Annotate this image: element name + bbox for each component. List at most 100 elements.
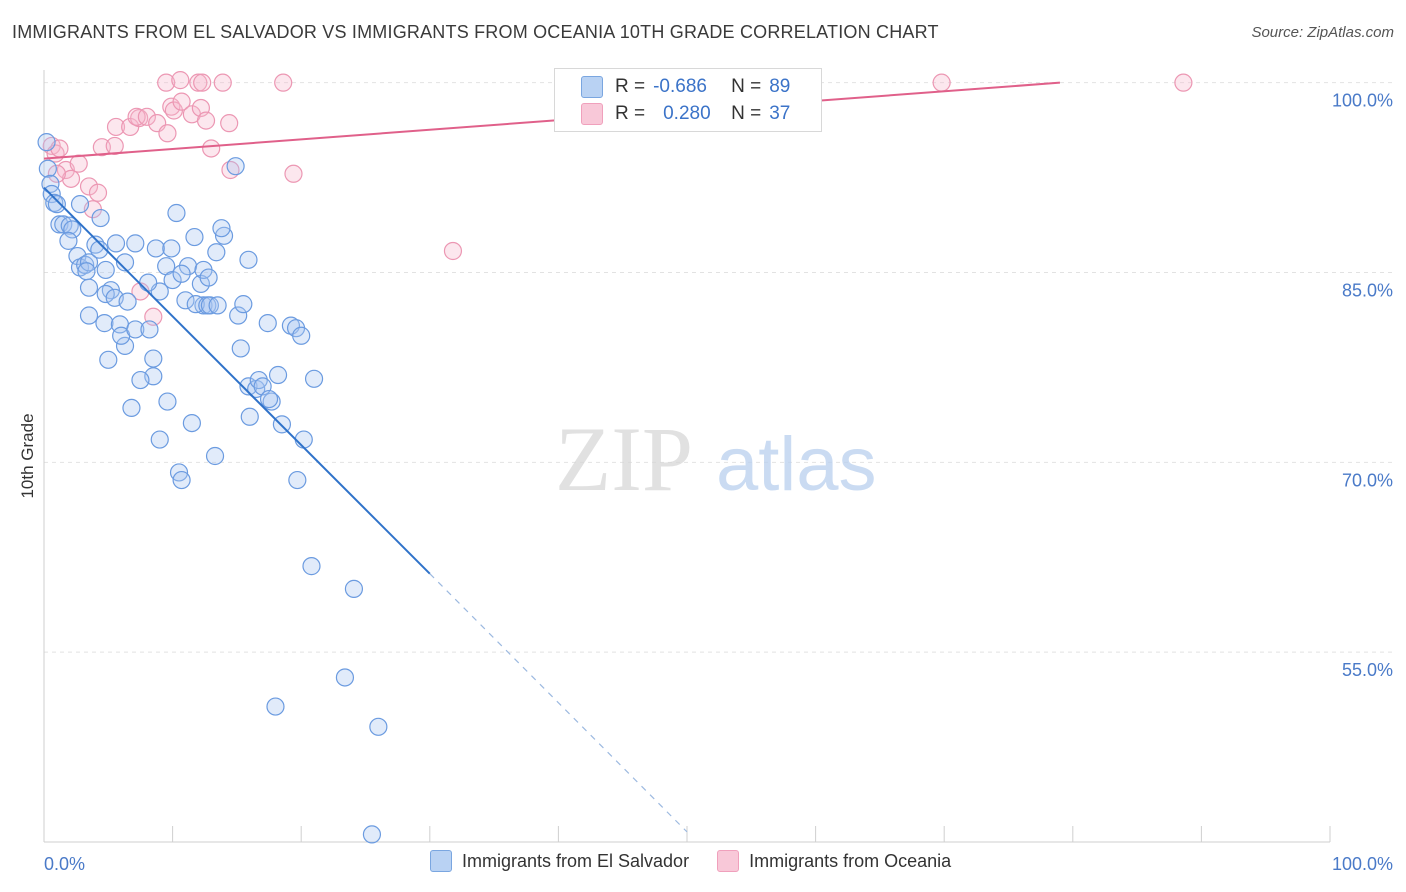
trend-lines bbox=[43, 81, 1061, 833]
legend-item-el-salvador[interactable]: Immigrants from El Salvador bbox=[430, 850, 689, 872]
data-point bbox=[96, 284, 115, 304]
x-tick-labels: 0.0% 100.0% bbox=[44, 854, 1393, 874]
data-point bbox=[335, 668, 355, 687]
r-label: R = bbox=[615, 76, 646, 97]
data-point bbox=[202, 139, 221, 158]
data-point bbox=[47, 164, 66, 183]
legend-label: Immigrants from El Salvador bbox=[462, 850, 690, 871]
data-point bbox=[106, 234, 126, 253]
data-point bbox=[258, 314, 277, 333]
el-salvador-trend-extension bbox=[429, 573, 688, 833]
data-point bbox=[239, 250, 258, 269]
r-value: -0.686 bbox=[653, 76, 707, 97]
watermark-zip: ZIP bbox=[555, 408, 693, 510]
data-point bbox=[163, 270, 182, 290]
data-point bbox=[158, 124, 177, 143]
data-point bbox=[122, 398, 141, 418]
data-point bbox=[79, 177, 99, 196]
data-point bbox=[362, 825, 382, 844]
data-point bbox=[199, 268, 218, 287]
data-point bbox=[96, 260, 115, 280]
n-value: 89 bbox=[769, 76, 791, 97]
r-value: 0.280 bbox=[663, 103, 711, 124]
data-point bbox=[172, 264, 191, 283]
data-point bbox=[189, 73, 208, 92]
data-point bbox=[212, 219, 231, 238]
data-point bbox=[294, 430, 313, 449]
data-point bbox=[932, 73, 951, 92]
oceania-swatch bbox=[717, 850, 740, 872]
data-point bbox=[205, 446, 225, 466]
data-point bbox=[77, 262, 96, 281]
data-point bbox=[115, 253, 135, 272]
data-point bbox=[92, 138, 111, 157]
series-oceania-points bbox=[42, 71, 1193, 326]
n-label: N = bbox=[731, 76, 762, 97]
data-point bbox=[137, 107, 156, 126]
data-point bbox=[158, 392, 177, 411]
data-point bbox=[231, 339, 250, 358]
data-point bbox=[268, 365, 288, 385]
data-point bbox=[69, 154, 88, 173]
data-point bbox=[176, 291, 195, 310]
data-point bbox=[207, 243, 226, 262]
data-point bbox=[178, 257, 198, 276]
data-point bbox=[90, 240, 109, 259]
data-point bbox=[193, 73, 212, 92]
data-point bbox=[220, 114, 239, 133]
data-point bbox=[226, 157, 245, 176]
data-point bbox=[208, 296, 227, 315]
data-point bbox=[274, 73, 293, 92]
data-point bbox=[61, 169, 81, 188]
data-point bbox=[186, 295, 205, 314]
data-point bbox=[150, 430, 169, 449]
correlation-legend: R = -0.686 N = 89 R = 0.280 N = 37 bbox=[554, 68, 822, 132]
data-point bbox=[146, 239, 165, 258]
data-point bbox=[105, 136, 124, 156]
data-point bbox=[126, 234, 145, 253]
data-point bbox=[140, 320, 159, 339]
data-point bbox=[88, 183, 108, 202]
legend-item-oceania[interactable]: Immigrants from Oceania bbox=[717, 850, 951, 872]
data-point bbox=[167, 203, 186, 223]
data-point bbox=[292, 326, 311, 345]
data-point bbox=[262, 392, 281, 411]
data-point bbox=[443, 241, 463, 261]
n-value: 37 bbox=[769, 103, 791, 124]
data-point bbox=[79, 306, 99, 325]
el-salvador-trend-line bbox=[43, 186, 431, 575]
data-point bbox=[59, 231, 78, 250]
x-tick-label: 100.0% bbox=[1332, 854, 1393, 874]
r-label: R = bbox=[615, 103, 646, 124]
data-point bbox=[38, 159, 57, 178]
data-point bbox=[302, 557, 321, 576]
data-point bbox=[126, 320, 145, 339]
data-point bbox=[259, 389, 279, 409]
y-axis-label: 10th Grade bbox=[18, 413, 37, 498]
el-salvador-swatch bbox=[581, 76, 603, 98]
data-point bbox=[172, 470, 191, 490]
data-point bbox=[157, 73, 176, 92]
data-point bbox=[1174, 73, 1193, 92]
y-tick-label: 55.0% bbox=[1342, 660, 1393, 680]
data-point bbox=[139, 273, 158, 292]
data-point bbox=[99, 350, 118, 369]
data-point bbox=[54, 215, 73, 234]
correlation-row-oceania: R = 0.280 N = 37 bbox=[555, 101, 790, 127]
data-point bbox=[185, 227, 204, 247]
data-point bbox=[234, 295, 253, 314]
data-point bbox=[131, 370, 150, 390]
data-point bbox=[172, 92, 191, 111]
chart-legend: Immigrants from El Salvador Immigrants f… bbox=[430, 850, 979, 872]
source-label: Source: ZipAtlas.com bbox=[1251, 24, 1394, 41]
grid-lines bbox=[44, 82, 1395, 653]
series-el-salvador-points bbox=[37, 133, 388, 844]
data-point bbox=[162, 239, 181, 258]
n-label: N = bbox=[731, 103, 762, 124]
data-point bbox=[91, 208, 110, 228]
data-point bbox=[194, 296, 213, 315]
data-point bbox=[115, 336, 135, 355]
y-tick-label: 70.0% bbox=[1342, 470, 1393, 490]
legend-label: Immigrants from Oceania bbox=[749, 850, 952, 871]
